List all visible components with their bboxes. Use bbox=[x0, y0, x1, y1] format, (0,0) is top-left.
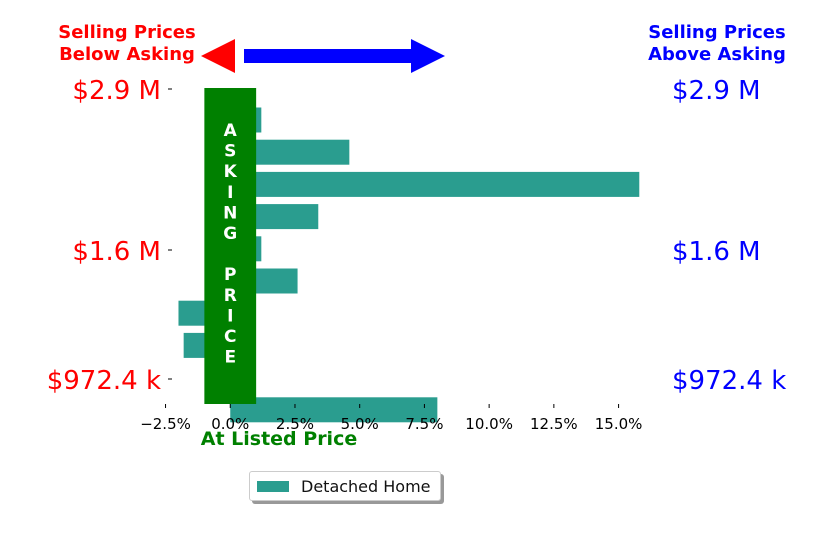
x-tick-label: 0.0% bbox=[211, 415, 249, 433]
asking-band-letter: R bbox=[224, 286, 237, 306]
below-asking-title-line1: Selling Prices bbox=[58, 22, 195, 43]
legend: Detached Home bbox=[249, 471, 441, 501]
y-label-left-bottom: $972.4 k bbox=[47, 366, 161, 396]
bar bbox=[230, 171, 640, 197]
x-tick-label: 12.5% bbox=[530, 415, 578, 433]
y-label-left-top: $2.9 M bbox=[72, 76, 161, 106]
x-tick-label: 5.0% bbox=[341, 415, 379, 433]
asking-band-letter: S bbox=[224, 142, 236, 162]
x-tick-label: 15.0% bbox=[595, 415, 643, 433]
y-axis-tick-marks bbox=[168, 88, 172, 380]
y-label-right-top: $2.9 M bbox=[672, 76, 761, 106]
x-axis: −2.5% 0.0% 2.5% 5.0% 7.5% 10.0% 12.5% 15.0% bbox=[140, 404, 642, 433]
asking-band-letter: I bbox=[227, 183, 233, 203]
y-label-right-mid: $1.6 M bbox=[672, 237, 761, 267]
x-tick-label: 7.5% bbox=[405, 415, 443, 433]
y-label-left-mid: $1.6 M bbox=[72, 237, 161, 267]
above-asking-arrow-icon bbox=[244, 39, 445, 73]
asking-band-letter: I bbox=[227, 306, 233, 326]
below-asking-arrow-icon bbox=[201, 39, 235, 73]
asking-band-letter: K bbox=[224, 162, 238, 182]
above-asking-title-line2: Above Asking bbox=[648, 44, 786, 65]
asking-band-letter: C bbox=[224, 327, 236, 347]
above-asking-title-line1: Selling Prices bbox=[648, 22, 785, 43]
asking-band-letter: G bbox=[223, 224, 237, 244]
legend-label: Detached Home bbox=[301, 477, 431, 496]
x-tick-label: 10.0% bbox=[465, 415, 513, 433]
x-tick-label: −2.5% bbox=[140, 415, 191, 433]
asking-band-letter: P bbox=[224, 265, 236, 285]
legend-swatch bbox=[257, 481, 289, 492]
x-tick-label: 2.5% bbox=[276, 415, 314, 433]
asking-band-letter: E bbox=[224, 348, 236, 368]
bar bbox=[230, 397, 438, 423]
at-listed-price-label: At Listed Price bbox=[201, 428, 357, 450]
asking-band-letter: N bbox=[223, 203, 237, 223]
below-asking-title-line2: Below Asking bbox=[59, 44, 195, 65]
y-label-right-bottom: $972.4 k bbox=[672, 366, 786, 396]
asking-band-letter: A bbox=[224, 121, 238, 141]
asking-price-band bbox=[204, 88, 257, 404]
